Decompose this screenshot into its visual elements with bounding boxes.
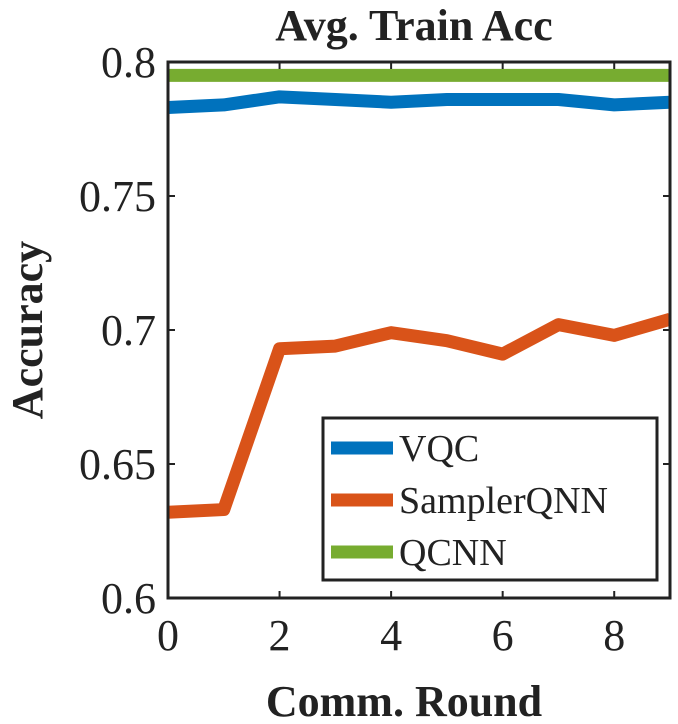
x-tick-label: 2 bbox=[269, 611, 291, 660]
y-tick-label: 0.65 bbox=[79, 440, 156, 489]
x-tick-label: 8 bbox=[603, 611, 625, 660]
series-line-vqc bbox=[168, 90, 670, 115]
x-tick-label: 4 bbox=[380, 611, 402, 660]
y-tick-label: 0.75 bbox=[79, 172, 156, 221]
legend-label-qcnn: QCNN bbox=[399, 532, 507, 574]
y-axis-label: Accuracy bbox=[3, 241, 52, 419]
legend: VQC SamplerQNN QCNN bbox=[321, 416, 659, 582]
x-tick-label: 6 bbox=[492, 611, 514, 660]
x-tick-label: 0 bbox=[157, 611, 179, 660]
series-layer bbox=[168, 68, 670, 519]
y-tick-label: 0.6 bbox=[101, 574, 156, 623]
legend-label-vqc: VQC bbox=[399, 428, 479, 470]
chart-title: Avg. Train Acc bbox=[275, 1, 552, 50]
legend-label-samplerqnn: SamplerQNN bbox=[399, 480, 608, 522]
y-tick-label: 0.7 bbox=[101, 306, 156, 355]
ticks-layer: 0 2 4 6 8 0.6 0.65 0.7 0.75 0.8 bbox=[79, 38, 670, 660]
series-line-samplerqnn bbox=[168, 313, 670, 519]
x-axis-label: Comm. Round bbox=[266, 677, 542, 724]
y-tick-label: 0.8 bbox=[101, 38, 156, 87]
